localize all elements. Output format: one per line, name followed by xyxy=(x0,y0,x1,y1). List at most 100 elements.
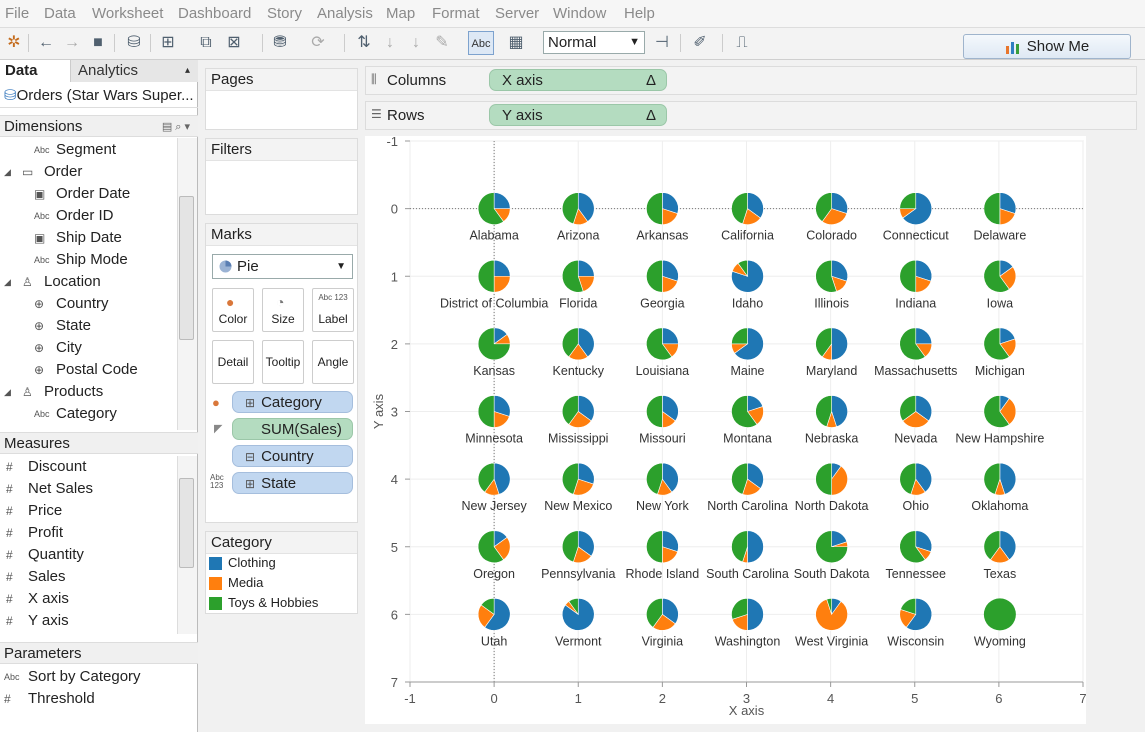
fit-select[interactable]: Normal ▼ xyxy=(543,31,645,54)
pie-slice[interactable] xyxy=(662,395,679,422)
pie-slice[interactable] xyxy=(731,462,748,495)
dimension-item[interactable]: Ship Mode xyxy=(56,251,128,268)
menu-map[interactable]: Map xyxy=(386,5,416,22)
pie-slice[interactable] xyxy=(577,327,595,358)
menu-dashboard[interactable]: Dashboard xyxy=(178,5,252,22)
pie-slice[interactable] xyxy=(831,259,848,282)
pie-slice[interactable] xyxy=(815,530,848,564)
measure-item[interactable]: Quantity xyxy=(28,546,84,563)
duplicate-sheet-icon[interactable]: ⧉ xyxy=(200,34,212,51)
pie-slice[interactable] xyxy=(734,327,764,361)
pie-slice[interactable] xyxy=(815,395,832,428)
pie-slice[interactable] xyxy=(983,530,1001,561)
pie-slice[interactable] xyxy=(477,395,495,428)
pie-slice[interactable] xyxy=(662,598,679,625)
pie-slice[interactable] xyxy=(999,530,1017,561)
pie-slice[interactable] xyxy=(899,259,917,293)
pie-slice[interactable] xyxy=(646,395,663,428)
dimension-item[interactable]: Order xyxy=(44,163,83,180)
measure-item[interactable]: Y axis xyxy=(28,612,69,629)
pie-slice[interactable] xyxy=(831,192,848,214)
measure-item[interactable]: Net Sales xyxy=(28,480,94,497)
new-data-source-icon[interactable]: ⛁ xyxy=(127,34,141,51)
fix-axes-icon[interactable]: ⊣ xyxy=(655,34,669,51)
new-worksheet-icon[interactable]: ⊞ xyxy=(161,34,175,51)
pie-slice[interactable] xyxy=(983,259,1010,293)
pie-slice[interactable] xyxy=(561,259,584,293)
menu-analysis[interactable]: Analysis xyxy=(317,5,373,22)
pie-slice[interactable] xyxy=(646,259,663,293)
dimension-item[interactable]: Category xyxy=(56,405,117,422)
pie-slice[interactable] xyxy=(646,192,663,225)
pie-slice[interactable] xyxy=(831,395,848,428)
dimension-item[interactable]: Ship Date xyxy=(56,229,122,246)
pie-slice[interactable] xyxy=(731,598,748,620)
sort-ascending-icon[interactable]: ↓ xyxy=(386,34,394,51)
redo-icon[interactable]: → xyxy=(64,34,80,51)
collapse-triangle-icon[interactable]: ◢ xyxy=(4,277,11,287)
pie-slice[interactable] xyxy=(477,530,504,564)
menu-data[interactable]: Data xyxy=(44,5,76,22)
pages-shelf[interactable]: Pages xyxy=(205,68,358,130)
pie-slice[interactable] xyxy=(826,598,832,615)
pie-slice[interactable] xyxy=(815,462,832,496)
undo-icon[interactable]: ← xyxy=(38,34,54,51)
menu-story[interactable]: Story xyxy=(267,5,303,22)
legend-item-media[interactable]: Media xyxy=(228,575,264,590)
pie-slice[interactable] xyxy=(577,530,595,557)
pie-slice[interactable] xyxy=(662,192,679,214)
pie-slice[interactable] xyxy=(915,259,933,282)
pill-country[interactable]: ⊟ Country xyxy=(232,445,353,467)
pie-slice[interactable] xyxy=(983,192,1001,225)
measure-item[interactable]: Discount xyxy=(28,458,87,475)
pie-slice[interactable] xyxy=(561,462,579,495)
dimension-item[interactable]: City xyxy=(56,339,82,356)
pie-slice[interactable] xyxy=(477,327,511,361)
pie-slice[interactable] xyxy=(568,598,579,616)
refresh-icon[interactable]: ⟳ xyxy=(311,34,325,51)
menu-help[interactable]: Help xyxy=(624,5,655,22)
show-mark-labels-icon[interactable]: Abc xyxy=(468,31,494,55)
pie-slice[interactable] xyxy=(480,598,495,615)
pie-slice[interactable] xyxy=(737,259,748,278)
fit-chart-icon[interactable]: ▦ xyxy=(508,34,524,51)
pie-slice[interactable] xyxy=(831,465,848,496)
menu-format[interactable]: Format xyxy=(432,5,480,22)
pie-slice[interactable] xyxy=(493,462,511,495)
legend-swatch-clothing[interactable] xyxy=(209,557,222,570)
pie-slice[interactable] xyxy=(815,327,832,358)
collapse-triangle-icon[interactable]: ◢ xyxy=(4,167,11,177)
pill-sum-sales[interactable]: SUM(Sales) xyxy=(232,418,353,440)
pie-slice[interactable] xyxy=(577,192,595,222)
parameter-item[interactable]: Threshold xyxy=(28,690,95,707)
pie-slice[interactable] xyxy=(983,327,1010,361)
mark-type-select[interactable]: Pie ▼ xyxy=(212,254,353,279)
pie-slice[interactable] xyxy=(831,327,848,361)
dimension-item[interactable]: Segment xyxy=(56,141,117,158)
pie-slice[interactable] xyxy=(905,598,933,631)
pie-slice[interactable] xyxy=(646,598,663,628)
menu-window[interactable]: Window xyxy=(553,5,607,22)
pie-slice[interactable] xyxy=(493,395,511,417)
dimensions-scrollbar[interactable] xyxy=(177,138,197,430)
parameter-item[interactable]: Sort by Category xyxy=(28,668,141,685)
legend-item-clothing[interactable]: Clothing xyxy=(228,555,276,570)
pie-slice[interactable] xyxy=(899,530,926,564)
pie-slice[interactable] xyxy=(915,462,933,493)
pill-state[interactable]: ⊞ State xyxy=(232,472,353,494)
highlight-icon[interactable]: ✎ xyxy=(435,34,449,51)
dimension-item[interactable]: Order ID xyxy=(56,207,114,224)
sort-descending-icon[interactable]: ↓ xyxy=(412,34,420,51)
legend-item-toys[interactable]: Toys & Hobbies xyxy=(228,595,319,610)
show-me-button[interactable]: Show Me xyxy=(963,34,1131,59)
pie-slice[interactable] xyxy=(577,462,595,485)
pie-slice[interactable] xyxy=(821,208,848,225)
measure-item[interactable]: Profit xyxy=(28,524,64,541)
pill-y-axis[interactable]: Y axis Δ xyxy=(489,104,667,126)
pie-slice[interactable] xyxy=(899,462,917,495)
tableau-logo-icon[interactable]: ✲ xyxy=(7,34,21,51)
dimension-item[interactable]: Products xyxy=(44,383,104,400)
pie-slice[interactable] xyxy=(899,327,926,361)
save-icon[interactable]: ■ xyxy=(93,34,103,51)
measure-item[interactable]: Sales xyxy=(28,568,66,585)
